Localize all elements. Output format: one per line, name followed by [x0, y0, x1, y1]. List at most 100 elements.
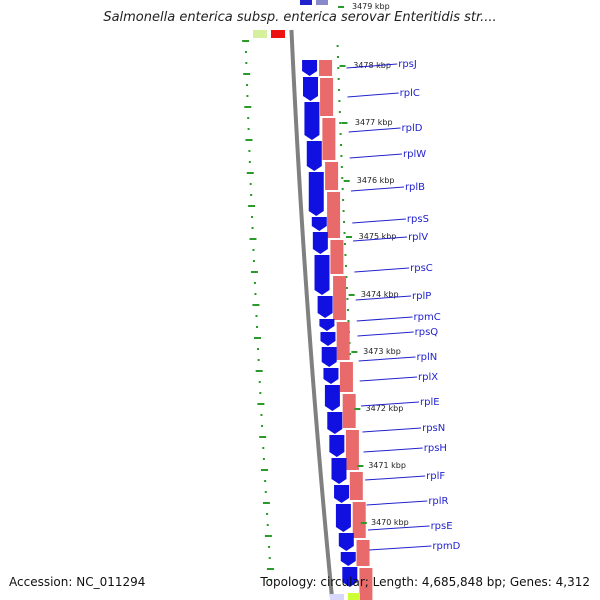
gene-leader-line	[365, 475, 426, 481]
gene-arrow[interactable]	[329, 435, 345, 457]
strip-block	[253, 30, 267, 38]
gene-label[interactable]: rplD	[402, 123, 423, 134]
kbp-label: 3479 kbp	[352, 2, 390, 11]
gene-leader-line	[349, 153, 403, 159]
gene-label[interactable]: rplF	[426, 471, 445, 482]
gene-label[interactable]: rpsE	[431, 521, 453, 532]
feature-segment[interactable]	[333, 276, 347, 320]
kbp-label: 3474 kbp	[361, 290, 399, 299]
feature-segment[interactable]	[352, 502, 366, 538]
gene-arrow[interactable]	[338, 533, 354, 551]
gene-label[interactable]: rpmC	[414, 312, 441, 323]
gene-leader-line	[366, 500, 428, 506]
gc-tick	[252, 249, 255, 251]
gene-label[interactable]: rplW	[403, 149, 426, 160]
gc-tick	[336, 56, 339, 58]
gene-leader-line	[363, 447, 423, 453]
gene-label[interactable]: rplV	[408, 232, 428, 243]
gene-leader-line	[354, 267, 410, 273]
strip-block	[348, 593, 360, 600]
gene-arrow[interactable]	[327, 412, 343, 434]
gene-label[interactable]: rplC	[400, 88, 420, 99]
gene-arrow[interactable]	[308, 172, 324, 216]
feature-segment[interactable]	[349, 472, 363, 500]
feature-segment[interactable]	[319, 60, 333, 76]
gene-track	[302, 60, 358, 587]
gene-label[interactable]: rpmD	[432, 541, 460, 552]
gene-label[interactable]: rplB	[405, 182, 425, 193]
feature-segment[interactable]	[345, 430, 359, 470]
feature-track	[319, 60, 373, 600]
top-strip	[253, 0, 328, 38]
gc-tick	[248, 150, 251, 152]
feature-segment[interactable]	[359, 568, 373, 600]
kbp-label: 3475 kbp	[359, 232, 397, 241]
gene-label[interactable]: rplE	[420, 397, 440, 408]
gene-arrow[interactable]	[324, 385, 340, 411]
gc-tick	[270, 579, 273, 581]
gene-leader-line	[358, 356, 416, 362]
kbp-tick	[339, 65, 346, 67]
gc-tick	[244, 51, 247, 53]
gene-label[interactable]: rpsN	[422, 423, 445, 434]
gene-label[interactable]: rpsQ	[415, 327, 439, 338]
gene-arrow[interactable]	[302, 60, 318, 76]
gene-arrow[interactable]	[317, 296, 333, 318]
gc-tick	[339, 144, 342, 146]
gene-leader-line	[356, 316, 413, 322]
gc-tick	[344, 265, 347, 267]
feature-segment[interactable]	[356, 540, 370, 566]
gene-arrow[interactable]	[321, 347, 337, 367]
gene-label[interactable]: rpsC	[410, 263, 433, 274]
backbone-track	[289, 29, 335, 600]
gene-arrow[interactable]	[311, 217, 327, 231]
feature-segment[interactable]	[322, 118, 336, 160]
gene-arrow[interactable]	[340, 552, 356, 566]
gc-tick	[257, 359, 260, 361]
gene-arrow[interactable]	[306, 141, 322, 171]
gc-tick	[264, 480, 267, 482]
gc-tick	[345, 276, 348, 278]
gene-arrow[interactable]	[335, 504, 351, 532]
gene-arrow[interactable]	[323, 368, 339, 384]
gc-tick	[251, 227, 254, 229]
gene-arrow[interactable]	[320, 332, 336, 346]
gc-tick	[266, 513, 269, 515]
gene-label[interactable]: rpsJ	[398, 59, 417, 70]
gene-arrow[interactable]	[304, 102, 320, 140]
feature-segment[interactable]	[330, 240, 344, 274]
gc-tick	[252, 304, 260, 306]
gene-label[interactable]: rplN	[417, 352, 438, 363]
feature-segment[interactable]	[325, 162, 339, 190]
gc-tick	[246, 172, 254, 174]
gene-label[interactable]: rpsH	[424, 443, 447, 454]
gene-label[interactable]: rplP	[412, 291, 431, 302]
gene-arrow[interactable]	[334, 485, 350, 503]
gene-leader-line	[352, 218, 406, 224]
gc-tick	[258, 381, 261, 383]
gc-tick	[261, 425, 264, 427]
feature-segment[interactable]	[320, 78, 334, 116]
gene-label[interactable]: rpsS	[407, 214, 429, 225]
gene-label[interactable]: rplR	[428, 496, 448, 507]
kbp-label: 3472 kbp	[366, 404, 404, 413]
feature-segment[interactable]	[339, 362, 353, 392]
gc-tick	[341, 177, 344, 179]
gc-tick	[262, 458, 265, 460]
gene-arrow[interactable]	[314, 255, 330, 295]
gene-arrow[interactable]	[312, 232, 328, 254]
gene-arrow[interactable]	[303, 77, 319, 101]
gene-arrow[interactable]	[331, 458, 347, 484]
kbp-tick	[343, 180, 350, 182]
gene-arrow[interactable]	[319, 319, 335, 331]
gene-label[interactable]: rplX	[418, 372, 438, 383]
gene-arrow[interactable]	[342, 567, 358, 587]
feature-segment[interactable]	[327, 192, 341, 238]
gc-tick	[253, 282, 256, 284]
gc-tick	[262, 502, 270, 504]
map-title: Salmonella enterica subsp. enterica sero…	[103, 10, 497, 25]
feature-segment[interactable]	[336, 322, 350, 360]
gc-tick	[247, 128, 250, 130]
feature-segment[interactable]	[342, 394, 356, 428]
